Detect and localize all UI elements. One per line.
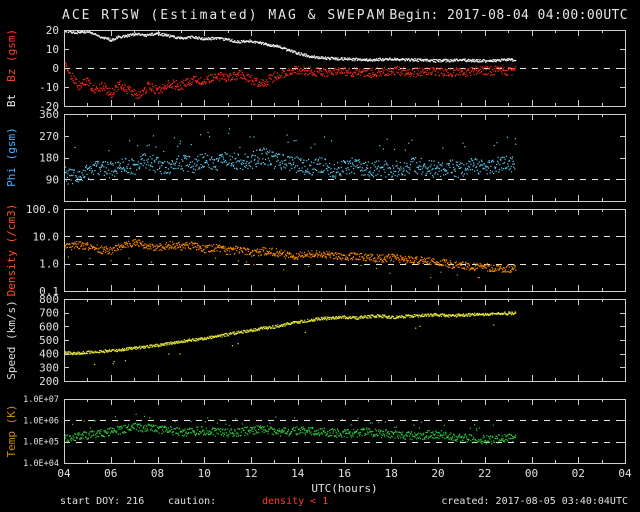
x-axis-title: UTC(hours) xyxy=(311,482,378,495)
footer-created-timestamp: created: 2017-08-05 03:40:04UTC xyxy=(441,496,628,507)
footer-caution-value: density < 1 xyxy=(262,496,329,507)
y-axis-label-bz: Bz (gsm) xyxy=(5,28,18,82)
footer-caution-label: caution: xyxy=(168,496,217,507)
footer-start-doy: start DOY: 216 xyxy=(60,496,145,507)
y-axis-label-temp: Temp (K) xyxy=(5,404,18,458)
page-title: ACE RTSW (Estimated) MAG & SWEPAM xyxy=(62,8,387,23)
begin-timestamp: Begin: 2017-08-04 04:00:00UTC xyxy=(389,8,628,23)
